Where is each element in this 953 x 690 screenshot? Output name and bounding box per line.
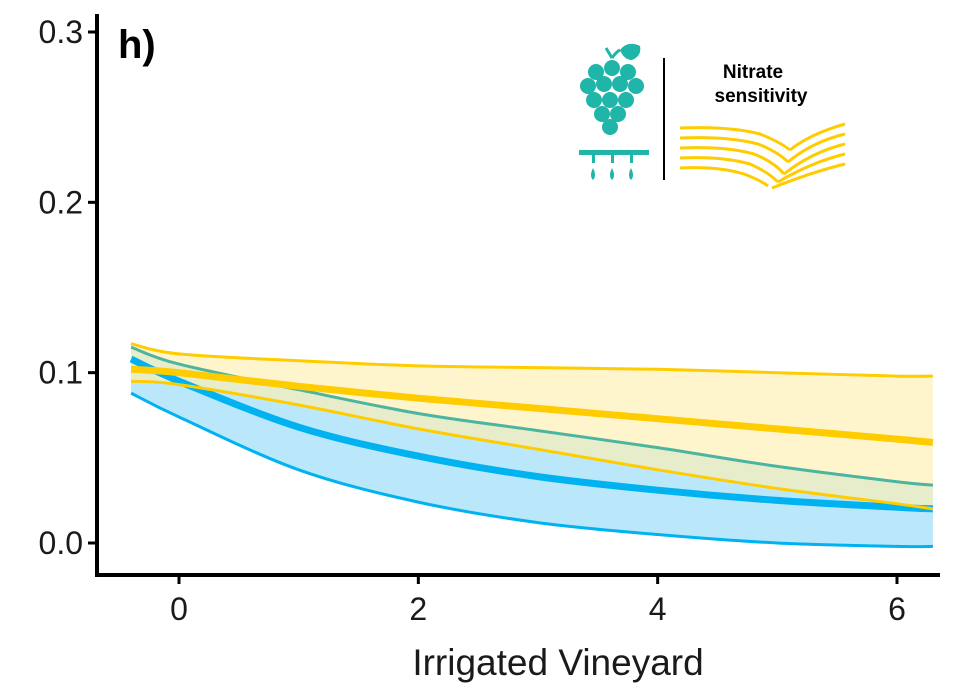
field-rows-icon: [679, 122, 846, 190]
y-tick-label: 0.3: [39, 14, 83, 50]
mean-line-0: [129, 355, 934, 513]
panel-label: h): [118, 23, 156, 67]
y-tick-label: 0.1: [39, 355, 83, 391]
y-tick-label: 0.2: [39, 184, 83, 220]
x-axis-title: Irrigated Vineyard: [412, 642, 703, 683]
x-tick-label: 6: [888, 591, 906, 627]
mean-line-1: [130, 365, 934, 446]
legend-text-line-1: Nitrate: [723, 62, 783, 83]
x-tick-label: 0: [170, 591, 188, 627]
band-upper-line-1: [130, 342, 933, 378]
band-lower-line-1: [130, 379, 934, 511]
x-tick-label: 2: [409, 591, 427, 627]
legend-text-line-2: sensitivity: [715, 86, 808, 107]
axis-ticks: 0.0 0.1 0.2 0.3 0 2 4 6: [39, 14, 906, 627]
band-lower-line-0: [130, 391, 933, 549]
legend: Nitrate sensitivity: [579, 43, 846, 190]
y-tick-label: 0.0: [39, 525, 83, 561]
series-lines: [129, 342, 934, 549]
grape-irrigation-icon: [579, 43, 649, 180]
x-tick-label: 4: [649, 591, 667, 627]
confidence-band-1: [131, 343, 933, 509]
